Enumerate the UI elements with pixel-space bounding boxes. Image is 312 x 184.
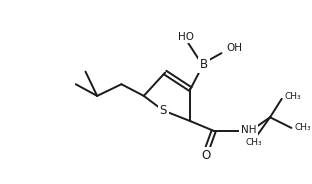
- Text: B: B: [200, 58, 208, 71]
- Text: O: O: [201, 149, 211, 162]
- Text: NH: NH: [241, 125, 256, 135]
- Text: CH₃: CH₃: [294, 123, 311, 132]
- Text: S: S: [159, 104, 167, 117]
- Text: HO: HO: [178, 32, 193, 42]
- Text: CH₃: CH₃: [285, 92, 301, 101]
- Text: OH: OH: [226, 43, 242, 53]
- Text: CH₃: CH₃: [245, 138, 262, 147]
